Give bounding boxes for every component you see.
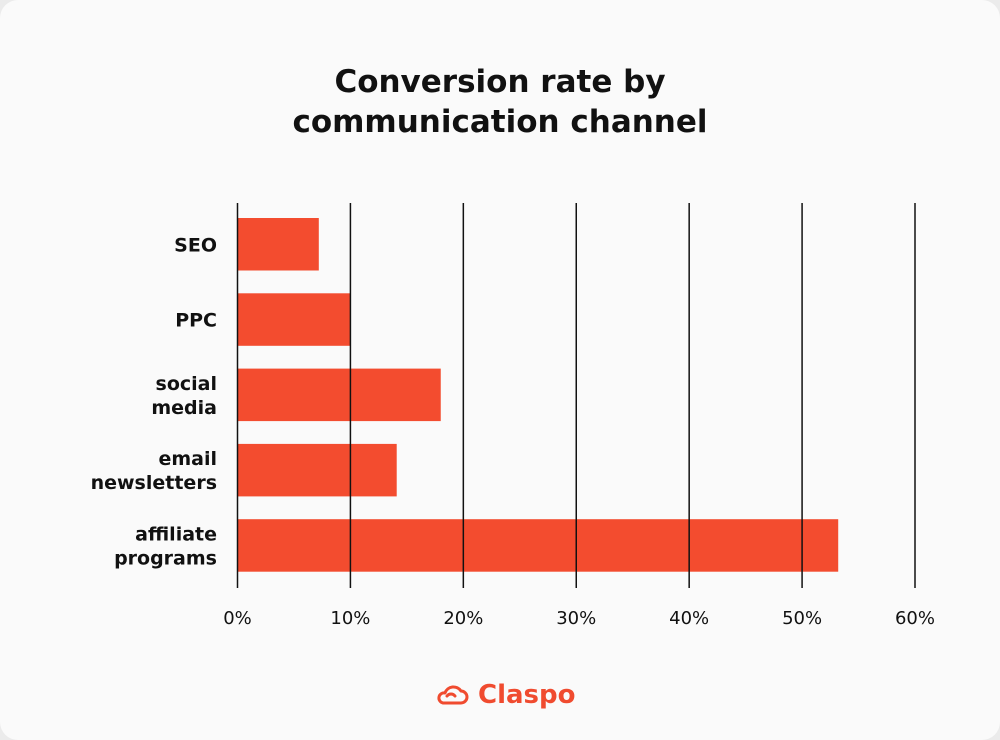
- x-tick-label: 60%: [895, 608, 935, 629]
- category-label: media: [151, 397, 217, 419]
- category-label: PPC: [175, 310, 217, 332]
- category-label: affiliate: [135, 523, 217, 545]
- category-label: social: [156, 373, 217, 395]
- bar: [237, 218, 319, 271]
- title-line-1: Conversion rate by: [334, 64, 666, 100]
- x-tick-label: 10%: [330, 608, 370, 629]
- cloud-icon: [437, 685, 469, 705]
- x-tick-label: 20%: [443, 608, 483, 629]
- x-tick-label: 30%: [556, 608, 596, 629]
- category-label: programs: [114, 547, 217, 569]
- x-tick-label: 0%: [223, 608, 252, 629]
- brand-name: Claspo: [478, 680, 576, 710]
- category-label: newsletters: [91, 472, 217, 494]
- chart-title: Conversion rate by communication channel: [0, 62, 1000, 142]
- x-tick-label: 40%: [669, 608, 709, 629]
- x-tick-label: 50%: [782, 608, 822, 629]
- claspo-logo: Claspo: [434, 680, 576, 710]
- bar: [237, 368, 441, 422]
- bar: [237, 443, 397, 497]
- category-label: SEO: [174, 234, 217, 256]
- category-label: email: [158, 448, 217, 470]
- bar: [237, 519, 839, 572]
- title-line-2: communication channel: [292, 104, 708, 140]
- bar: [237, 293, 351, 346]
